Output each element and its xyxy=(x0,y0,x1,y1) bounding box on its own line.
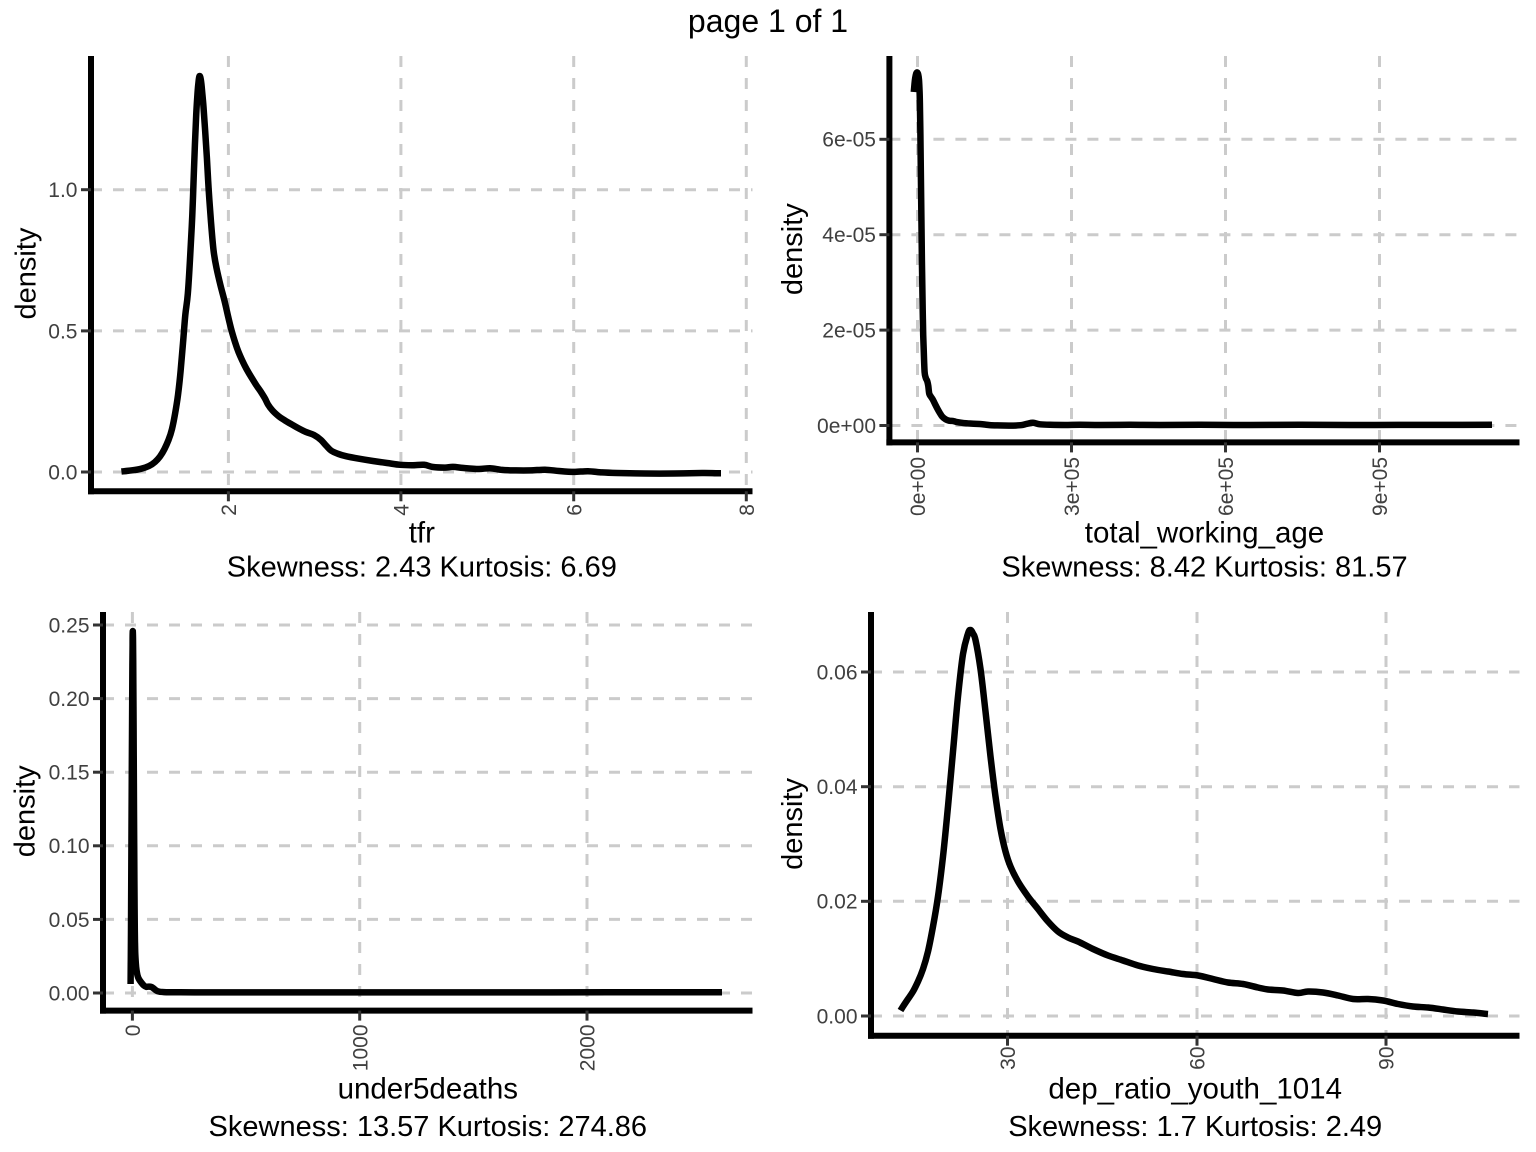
svg-text:Skewness: 1.7 Kurtosis: 2.49: Skewness: 1.7 Kurtosis: 2.49 xyxy=(1008,1111,1382,1143)
svg-text:total_working_age: total_working_age xyxy=(1085,517,1324,550)
svg-text:0.05: 0.05 xyxy=(49,909,90,932)
svg-text:6: 6 xyxy=(563,504,586,516)
svg-text:0.00: 0.00 xyxy=(817,1005,858,1028)
svg-text:0.10: 0.10 xyxy=(49,835,90,858)
svg-text:8: 8 xyxy=(736,504,759,516)
svg-text:0.04: 0.04 xyxy=(817,776,858,799)
svg-text:Skewness: 2.43 Kurtosis: 6.69: Skewness: 2.43 Kurtosis: 6.69 xyxy=(227,552,617,584)
svg-text:2e-05: 2e-05 xyxy=(822,319,876,342)
svg-text:2000: 2000 xyxy=(577,1025,600,1072)
svg-text:density: density xyxy=(777,203,809,295)
svg-text:0.5: 0.5 xyxy=(48,320,77,343)
svg-text:0.15: 0.15 xyxy=(49,762,90,785)
svg-text:density: density xyxy=(11,227,43,319)
svg-text:0e+00: 0e+00 xyxy=(817,415,876,438)
svg-text:4: 4 xyxy=(391,504,414,516)
svg-text:0.02: 0.02 xyxy=(817,891,858,914)
svg-text:tfr: tfr xyxy=(409,517,435,550)
svg-text:0: 0 xyxy=(122,1025,145,1037)
svg-text:0.00: 0.00 xyxy=(49,982,90,1005)
svg-text:page 1 of 1: page 1 of 1 xyxy=(688,3,848,39)
svg-text:90: 90 xyxy=(1376,1047,1399,1070)
svg-text:0.0: 0.0 xyxy=(48,461,77,484)
svg-text:dep_ratio_youth_1014: dep_ratio_youth_1014 xyxy=(1048,1073,1342,1106)
svg-text:0.20: 0.20 xyxy=(49,688,90,711)
svg-text:Skewness: 8.42 Kurtosis: 81.57: Skewness: 8.42 Kurtosis: 81.57 xyxy=(1001,552,1407,584)
svg-text:2: 2 xyxy=(218,504,241,516)
svg-text:9e+05: 9e+05 xyxy=(1369,457,1392,516)
svg-text:under5deaths: under5deaths xyxy=(338,1073,518,1106)
svg-text:1.0: 1.0 xyxy=(48,179,77,202)
svg-text:0.25: 0.25 xyxy=(49,614,90,637)
svg-text:0e+00: 0e+00 xyxy=(907,457,930,516)
svg-text:0.06: 0.06 xyxy=(817,661,858,684)
svg-text:Skewness: 13.57 Kurtosis: 274.: Skewness: 13.57 Kurtosis: 274.86 xyxy=(209,1111,647,1143)
svg-text:4e-05: 4e-05 xyxy=(822,224,876,247)
svg-text:30: 30 xyxy=(997,1047,1020,1070)
svg-text:60: 60 xyxy=(1187,1047,1210,1070)
svg-text:density: density xyxy=(777,777,809,869)
svg-text:6e+05: 6e+05 xyxy=(1215,457,1238,516)
svg-text:6e-05: 6e-05 xyxy=(822,129,876,152)
svg-text:1000: 1000 xyxy=(349,1025,372,1072)
svg-text:3e+05: 3e+05 xyxy=(1061,457,1084,516)
svg-text:density: density xyxy=(10,765,42,857)
